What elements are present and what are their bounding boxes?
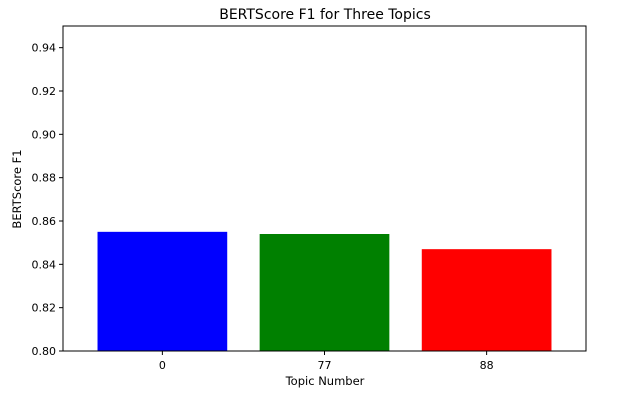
y-axis-label: BERTScore F1 — [10, 149, 24, 228]
y-tick-label: 0.80 — [32, 345, 57, 358]
bar-topic-0 — [97, 231, 228, 351]
y-tick-label: 0.90 — [32, 128, 57, 141]
chart-title: BERTScore F1 for Three Topics — [219, 7, 431, 23]
bar-topic-77 — [259, 234, 390, 351]
bar-topic-88 — [421, 249, 552, 351]
x-tick-label: 0 — [159, 359, 166, 372]
y-tick-label: 0.92 — [32, 85, 57, 98]
y-tick-label: 0.86 — [32, 215, 57, 228]
x-tick-label: 88 — [480, 359, 494, 372]
y-axis-ticks: 0.80 0.82 0.84 0.86 0.88 0.90 0.92 0.94 — [32, 42, 63, 358]
x-tick-label: 77 — [318, 359, 332, 372]
y-tick-label: 0.94 — [32, 42, 57, 55]
x-axis-ticks: 0 77 88 — [159, 351, 494, 372]
y-tick-label: 0.88 — [32, 172, 57, 185]
y-tick-label: 0.82 — [32, 302, 57, 315]
x-axis-label: Topic Number — [285, 374, 365, 388]
y-tick-label: 0.84 — [32, 258, 57, 271]
plot-frame — [62, 25, 587, 352]
bars-group — [97, 231, 552, 351]
